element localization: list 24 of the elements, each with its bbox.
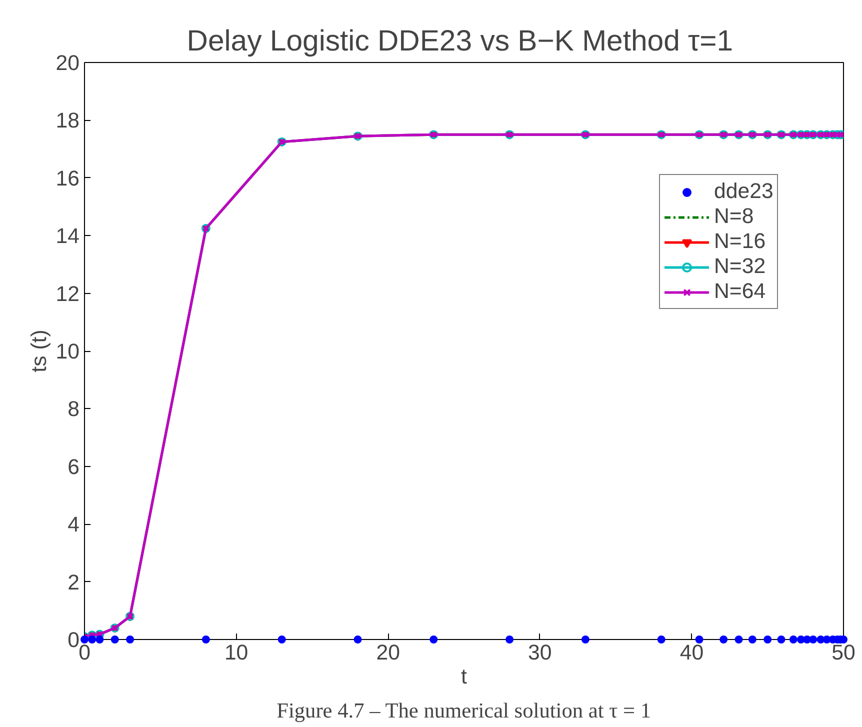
y-tick-label: 12 xyxy=(56,282,80,306)
legend-label: N=32 xyxy=(714,254,766,279)
x-tick-label: 50 xyxy=(832,640,856,664)
y-tick-label: 14 xyxy=(56,224,80,248)
y-tick-label: 6 xyxy=(68,454,80,479)
x-tick-label: 40 xyxy=(680,640,704,664)
x-tick-label: 30 xyxy=(528,640,552,664)
y-tick-label: 4 xyxy=(68,512,80,537)
y-tick-label: 16 xyxy=(56,166,80,190)
x-tick-label: 10 xyxy=(224,640,248,664)
legend-label: N=8 xyxy=(714,204,754,229)
x-axis-title: t xyxy=(461,664,468,688)
y-tick-label: 18 xyxy=(56,108,80,133)
y-tick-label: 2 xyxy=(68,570,80,594)
y-tick-label: 20 xyxy=(56,51,80,75)
y-axis-title: ts (t) xyxy=(26,330,51,372)
legend-label: dde23 xyxy=(714,179,774,204)
legend-label: N=64 xyxy=(714,279,766,304)
y-tick-label: 8 xyxy=(68,397,80,422)
legend-label: N=16 xyxy=(714,229,766,254)
chart-title: Delay Logistic DDE23 vs B−K Method τ=1 xyxy=(186,24,734,58)
caption: Figure 4.7 – The numerical solution at τ = 1 xyxy=(276,698,652,722)
y-tick-label: 10 xyxy=(56,340,80,364)
x-tick-label: 20 xyxy=(376,640,400,664)
